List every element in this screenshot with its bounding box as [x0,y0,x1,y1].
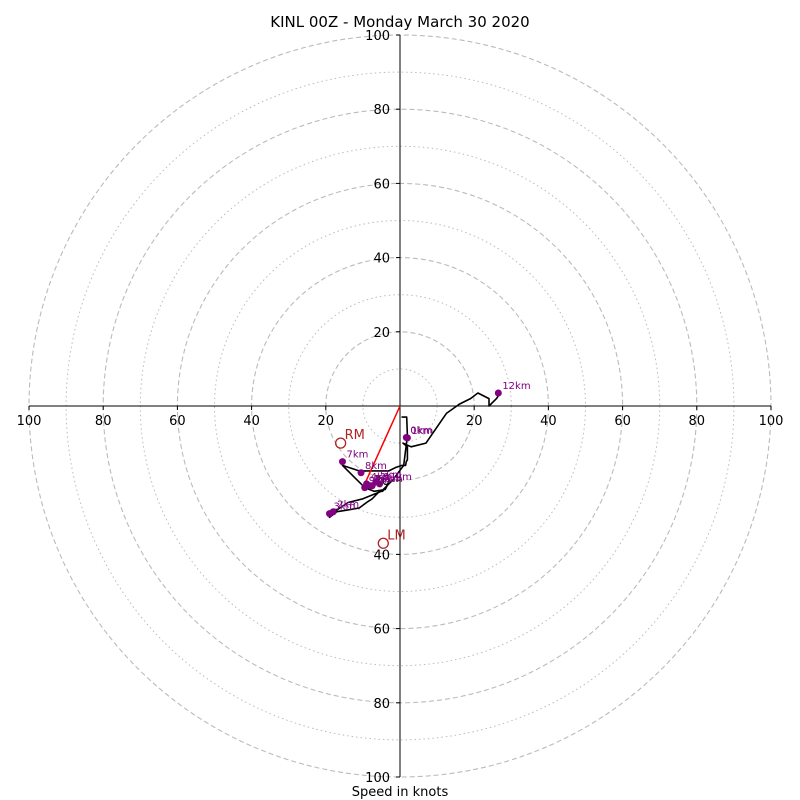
height-marker-8km [357,469,365,477]
x-tick-label-5: 20 [466,414,483,429]
hodograph-line [328,392,501,519]
height-label-2km: 2km [337,500,359,511]
chart-title: KINL 00Z - Monday March 30 2020 [270,13,529,31]
y-bottom-tick-label-1: 40 [373,548,390,563]
height-marker-12km [494,389,502,397]
storm-motion-lm-marker [377,537,389,549]
x-tick-label-6: 40 [540,414,557,429]
mean-wind-line [364,405,401,485]
height-label-4km: 4km [371,472,393,483]
y-top-tick-label-3: 80 [373,103,390,118]
height-label-0km: 0km [410,426,432,437]
height-label-5km: 5km [380,470,402,481]
height-label-10km: 10km [374,474,402,485]
y-top-tick-label-4: 100 [365,29,390,44]
height-label-11km: 11km [384,472,412,483]
height-marker-1km [403,434,411,442]
height-label-12km: 12km [502,381,530,392]
height-marker-3km [326,510,334,518]
height-marker-9km [361,484,369,492]
y-top-tick-label-2: 60 [373,177,390,192]
storm-motion-markers: RM LM [334,428,406,549]
height-marker-11km [376,480,384,488]
height-label-1km: 1km [411,426,433,437]
x-tick-label-3: 40 [243,414,260,429]
height-label-8km: 8km [365,461,387,472]
hodograph-series [328,392,501,519]
y-top-tick-label-1: 40 [373,252,390,267]
height-label-3km: 3km [334,502,356,513]
x-tick-label-7: 60 [614,414,631,429]
x-tick-label-9: 100 [759,414,784,429]
x-axis-label: Speed in knots [352,785,449,800]
x-tick-label-4: 20 [318,414,335,429]
height-label-6km: 6km [376,474,398,485]
x-tick-label-1: 80 [95,414,112,429]
y-bottom-tick-label-2: 60 [373,623,390,638]
y-top-tick-label-0: 20 [373,326,390,341]
storm-motion-rm-label: RM [345,428,365,443]
height-markers: 0km1km2km3km4km5km6km7km8km9km10km11km12… [326,381,531,518]
x-tick-label-8: 80 [689,414,706,429]
storm-motion-rm-marker [334,437,347,449]
x-tick-label-0: 100 [17,414,42,429]
height-label-7km: 7km [346,450,368,461]
storm-motion-lm-label: LM [387,528,405,543]
x-tick-label-2: 60 [169,414,186,429]
height-marker-7km [338,458,346,466]
y-bottom-tick-label-3: 80 [373,697,390,712]
y-bottom-tick-label-4: 100 [365,771,390,786]
height-marker-10km [366,482,374,490]
